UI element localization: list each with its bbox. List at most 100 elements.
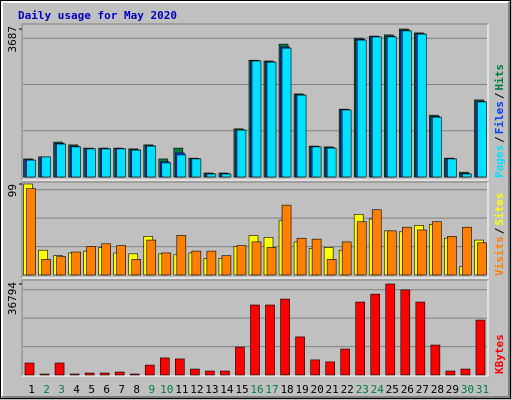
bar bbox=[415, 301, 426, 376]
legend-entry: Files bbox=[493, 101, 506, 134]
x-tick-label: 1 bbox=[28, 383, 35, 396]
x-tick-label: 14 bbox=[220, 383, 234, 396]
bar bbox=[460, 368, 471, 376]
panel-dark-edge bbox=[21, 23, 488, 180]
x-tick-label: 31 bbox=[476, 383, 489, 396]
bar bbox=[206, 250, 217, 276]
x-tick-label: 3 bbox=[58, 383, 65, 396]
bar bbox=[447, 158, 457, 178]
bar bbox=[236, 129, 247, 178]
bar bbox=[236, 245, 247, 276]
bar bbox=[251, 60, 262, 178]
bar bbox=[280, 298, 290, 376]
legend-separator: / bbox=[493, 92, 506, 99]
bar bbox=[114, 371, 125, 376]
bar bbox=[445, 370, 456, 376]
x-tick-label: 22 bbox=[341, 383, 354, 396]
bar bbox=[176, 154, 187, 178]
bar bbox=[356, 221, 367, 276]
bar bbox=[432, 221, 442, 276]
bar bbox=[220, 370, 230, 376]
bar bbox=[84, 372, 95, 376]
x-tick-label: 5 bbox=[88, 383, 95, 396]
bar bbox=[205, 370, 215, 376]
bar bbox=[266, 247, 277, 276]
bar bbox=[340, 348, 350, 376]
y-tick-label: 36794 bbox=[6, 282, 19, 315]
x-tick-label: 20 bbox=[311, 383, 324, 396]
bar bbox=[370, 293, 381, 376]
legend-entry: KBytes bbox=[493, 334, 506, 374]
bar bbox=[326, 259, 337, 276]
bar bbox=[281, 204, 292, 276]
bar bbox=[131, 149, 142, 178]
bar bbox=[325, 361, 335, 376]
bar bbox=[417, 229, 427, 276]
x-tick-label: 28 bbox=[431, 383, 444, 396]
bar bbox=[56, 143, 66, 178]
bar bbox=[99, 372, 110, 376]
panel-light-edge bbox=[22, 24, 489, 181]
y-tick-label: 3687 bbox=[6, 26, 19, 53]
x-tick-label: 19 bbox=[295, 383, 308, 396]
bar bbox=[432, 116, 442, 178]
bar bbox=[462, 226, 472, 276]
panel-dark-edge bbox=[21, 279, 488, 376]
bar bbox=[341, 109, 352, 178]
x-tick-label: 29 bbox=[446, 383, 459, 396]
x-tick-label: 17 bbox=[265, 383, 278, 396]
x-tick-label: 30 bbox=[461, 383, 474, 396]
bar bbox=[71, 146, 81, 178]
panel-dark-edge bbox=[21, 181, 488, 278]
bar bbox=[281, 47, 292, 178]
bar bbox=[356, 39, 367, 178]
bar bbox=[385, 283, 396, 376]
bar bbox=[250, 304, 260, 376]
bar bbox=[131, 259, 142, 276]
bar bbox=[101, 148, 111, 178]
bar bbox=[159, 357, 170, 376]
x-tick-label: 15 bbox=[235, 383, 248, 396]
bar bbox=[56, 256, 66, 276]
bar bbox=[116, 245, 126, 276]
bar bbox=[146, 239, 157, 276]
bar bbox=[235, 346, 245, 376]
x-tick-label: 25 bbox=[386, 383, 399, 396]
x-tick-label: 13 bbox=[205, 383, 218, 396]
legend-entry: Pages bbox=[493, 145, 506, 178]
bar bbox=[191, 250, 202, 276]
chart-title: Daily usage for May 2020 bbox=[18, 9, 177, 22]
bar bbox=[311, 238, 322, 276]
bar bbox=[26, 188, 36, 276]
bar bbox=[221, 255, 232, 276]
x-tick-label: 21 bbox=[326, 383, 339, 396]
bar bbox=[402, 226, 412, 276]
bar bbox=[355, 301, 366, 376]
bar bbox=[161, 252, 172, 276]
x-tick-label: 11 bbox=[175, 383, 188, 396]
legend-separator: / bbox=[493, 227, 506, 234]
bar bbox=[430, 344, 441, 376]
bar bbox=[39, 373, 50, 376]
bar bbox=[26, 159, 36, 178]
bar bbox=[310, 359, 320, 376]
x-tick-label: 27 bbox=[416, 383, 429, 396]
bar bbox=[371, 209, 382, 276]
bar bbox=[86, 246, 96, 276]
bar bbox=[41, 156, 51, 178]
bar bbox=[41, 259, 51, 276]
x-tick-label: 18 bbox=[280, 383, 293, 396]
bar bbox=[311, 146, 322, 178]
bar bbox=[176, 235, 187, 276]
x-tick-label: 23 bbox=[356, 383, 369, 396]
x-tick-label: 26 bbox=[401, 383, 414, 396]
y-tick-label: 99 bbox=[6, 184, 19, 197]
legend: Pages/Files/Hits bbox=[493, 64, 506, 178]
x-tick-label: 6 bbox=[103, 383, 110, 396]
x-tick-label: 8 bbox=[133, 383, 140, 396]
legend-entry: Visits bbox=[493, 236, 506, 276]
x-tick-label: 9 bbox=[148, 383, 155, 396]
